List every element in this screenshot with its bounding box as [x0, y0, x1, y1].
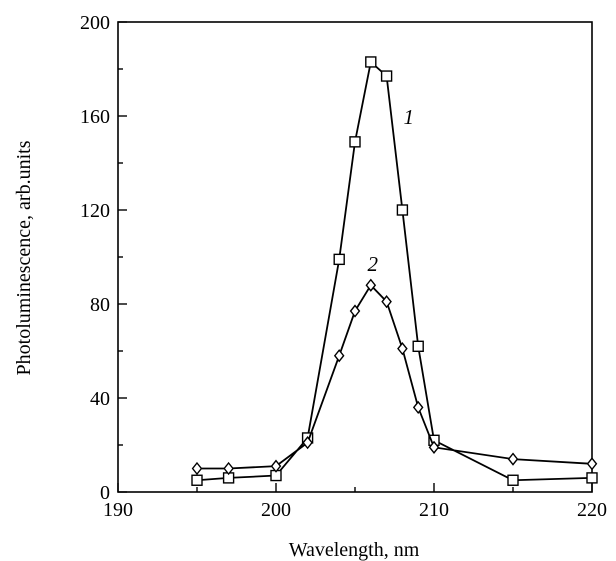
series-1-label: 1	[404, 105, 415, 129]
series-2-point	[191, 461, 203, 476]
x-tick-label: 190	[103, 499, 133, 521]
series-2-label: 2	[368, 252, 379, 276]
series-2-point	[507, 452, 519, 466]
series-2-point	[397, 342, 408, 356]
series-2-point	[381, 295, 392, 309]
series-1-line	[196, 60, 593, 482]
series-2-point	[412, 400, 424, 415]
x-tick-label: 210	[419, 499, 449, 521]
series-layer: 12	[191, 56, 598, 486]
y-tick-label: 200	[80, 12, 110, 34]
y-tick-label: 80	[90, 294, 110, 316]
series-2-point	[349, 304, 361, 318]
series-1-point	[380, 70, 393, 82]
y-tick-label: 120	[80, 200, 110, 222]
series-1-point	[333, 253, 345, 266]
series-1-point	[396, 204, 409, 216]
y-tick-label: 0	[100, 482, 110, 504]
series-1-point	[507, 474, 519, 486]
series-2: 2	[191, 252, 598, 476]
series-2-point	[270, 459, 282, 473]
x-axis-label: Wavelength, nm	[289, 539, 420, 561]
y-axis-ticks: 0 40 80 120 160 200	[80, 12, 127, 504]
x-axis-ticks: 190 200 210 220	[103, 483, 607, 521]
series-2-point	[333, 349, 345, 363]
y-axis-label: Photoluminescence, arb.units	[13, 140, 35, 375]
plot-area	[117, 21, 593, 493]
series-1-point	[191, 474, 203, 486]
series-2-point	[223, 461, 234, 476]
x-tick-label: 200	[261, 499, 291, 521]
series-1-point	[349, 136, 361, 148]
series-2-line	[197, 283, 593, 470]
series-1-point	[412, 340, 424, 352]
y-tick-label: 40	[90, 388, 110, 410]
series-2-point	[428, 440, 440, 454]
series-2-point	[365, 278, 377, 292]
series-1-point	[365, 56, 377, 68]
x-tick-label: 220	[577, 499, 607, 521]
y-tick-label: 160	[80, 106, 110, 128]
series-2-point	[302, 436, 313, 450]
series-2-point	[586, 457, 598, 471]
plot-frame	[117, 21, 593, 493]
series-1-point	[586, 472, 598, 484]
series-1: 1	[191, 56, 598, 486]
